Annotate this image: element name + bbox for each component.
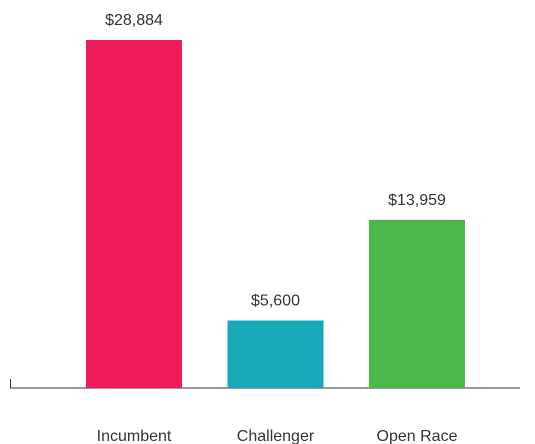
bar — [86, 40, 182, 388]
value-label: $28,884 — [105, 12, 163, 29]
value-label: $13,959 — [388, 192, 446, 209]
bar — [227, 320, 324, 388]
value-label: $5,600 — [251, 293, 300, 310]
x-tick-label: Open Race — [377, 428, 458, 444]
bar — [369, 219, 465, 388]
x-tick-label: Incumbent — [97, 428, 172, 444]
x-tick-label: Challenger — [237, 428, 315, 444]
